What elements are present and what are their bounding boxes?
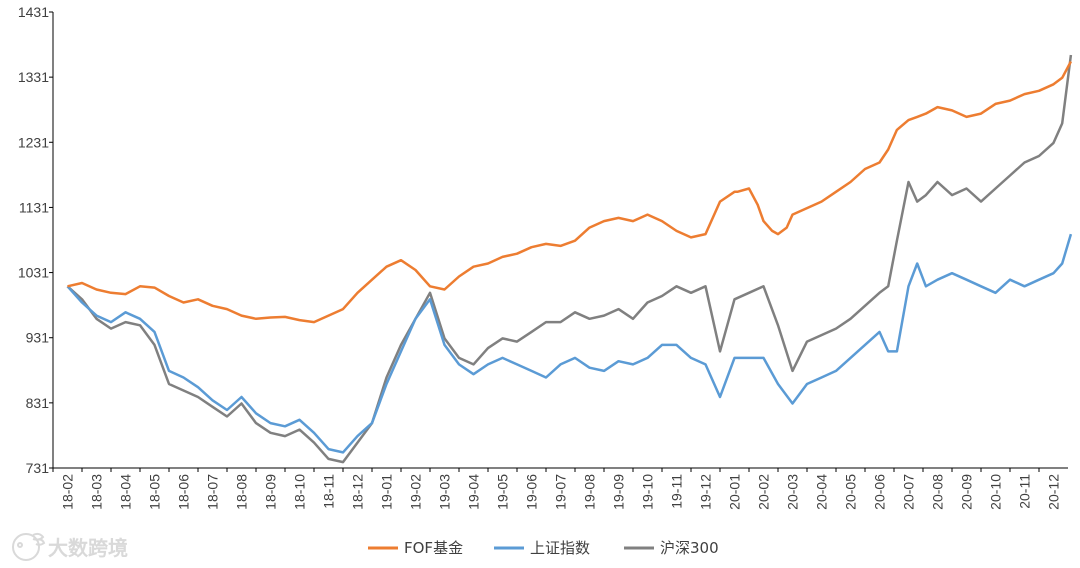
x-tick-label: 19-10 (640, 474, 656, 510)
x-tick-label: 20-07 (901, 474, 917, 510)
x-tick-label: 18-05 (147, 474, 163, 510)
x-tick-label: 20-05 (843, 474, 859, 510)
x-tick-label: 19-06 (524, 474, 540, 510)
series-line-shanghai-index (66, 233, 1073, 454)
y-tick-label: 1231 (18, 134, 49, 150)
x-tick-label: 20-09 (959, 474, 975, 510)
watermark-logo-icon (12, 532, 46, 561)
x-tick-label: 18-09 (263, 474, 279, 510)
x-tick-label: 18-07 (205, 474, 221, 510)
x-axis-tick-labels: 18-02 18-03 18-04 18-05 18-06 18-07 18-08 18-09… (60, 474, 1062, 510)
x-tick-label: 18-03 (89, 474, 105, 510)
x-tick-label: 18-02 (60, 474, 76, 510)
legend-label-shanghai-index: 上证指数 (530, 539, 590, 557)
x-tick-label: 18-12 (350, 474, 366, 510)
x-tick-label: 20-01 (727, 474, 743, 510)
x-tick-label: 19-08 (582, 474, 598, 510)
y-tick-label: 1031 (18, 265, 49, 281)
watermark-text: 大数跨境 (48, 536, 128, 560)
y-tick-label: 1431 (18, 4, 49, 20)
x-tick-label: 19-05 (495, 474, 511, 510)
x-tick-label: 19-09 (611, 474, 627, 510)
y-axis-tick-labels: 731 831 931 1031 1131 1231 1331 1431 (18, 4, 49, 476)
y-tick-label: 731 (26, 460, 50, 476)
x-tick-label: 18-10 (292, 474, 308, 510)
series-line-csi300 (66, 54, 1073, 464)
x-tick-label: 18-06 (176, 474, 192, 510)
series-line-fof (67, 60, 1073, 324)
x-tick-label: 20-08 (930, 474, 946, 510)
x-tick-label: 20-11 (1017, 474, 1033, 509)
x-tick-label: 18-04 (118, 474, 134, 510)
series-lines (66, 54, 1073, 464)
x-tick-label: 19-07 (553, 474, 569, 510)
axes (49, 11, 1068, 472)
legend: FOF基金 上证指数 沪深300 (368, 539, 719, 557)
x-tick-label: 19-04 (466, 474, 482, 510)
x-tick-label: 20-02 (756, 474, 772, 510)
x-tick-label: 19-02 (408, 474, 424, 510)
x-tick-label: 18-11 (321, 474, 337, 509)
x-tick-label: 20-04 (814, 474, 830, 510)
watermark: 大数跨境 (12, 532, 128, 561)
x-tick-label: 20-12 (1046, 474, 1062, 510)
x-tick-label: 19-03 (437, 474, 453, 510)
x-tick-label: 19-12 (698, 474, 714, 510)
y-tick-label: 1331 (18, 69, 49, 85)
y-tick-label: 1131 (19, 199, 49, 215)
x-tick-label: 19-11 (669, 474, 685, 509)
legend-label-csi300: 沪深300 (660, 539, 719, 557)
x-tick-label: 20-03 (785, 474, 801, 510)
y-tick-label: 931 (26, 330, 50, 346)
x-tick-label: 20-10 (988, 474, 1004, 510)
x-tick-label: 19-01 (379, 474, 395, 510)
y-tick-label: 831 (26, 395, 50, 411)
x-tick-label: 18-08 (234, 474, 250, 510)
x-tick-label: 20-06 (872, 474, 888, 510)
legend-label-fof: FOF基金 (404, 539, 463, 557)
